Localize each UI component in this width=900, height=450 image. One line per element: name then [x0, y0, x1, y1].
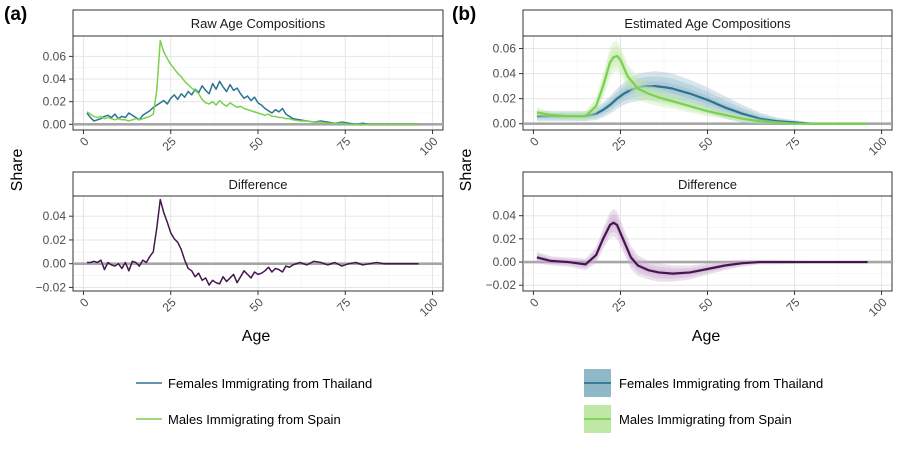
y-tick-label: 0.00 — [43, 257, 67, 271]
y-axis-title-a: Share — [9, 149, 26, 192]
legend-label-spain: Males Immigrating from Spain — [168, 412, 341, 427]
x-tick-label: 100 — [417, 295, 441, 319]
y-tick-label: 0.02 — [43, 233, 67, 247]
legend-left: Females Immigrating from Thailand Males … — [136, 376, 372, 427]
x-tick-label: 50 — [696, 134, 716, 154]
y-tick-label: 0.00 — [493, 117, 517, 131]
x-axis-title-b: Age — [692, 328, 721, 345]
series-line-thailand — [536, 85, 868, 125]
strip-title-a_top: Raw Age Compositions — [191, 16, 326, 31]
y-tick-label: 0.06 — [493, 42, 517, 56]
series-line-spain — [536, 54, 868, 125]
series-line-thailand — [86, 80, 419, 126]
series-line-difference — [536, 221, 868, 275]
legend-label-spain-estimated: Males Immigrating from Spain — [619, 412, 792, 427]
panel-a-top-chart: Raw Age Compositions 0.00 0.02 0.04 0.06 0 25 5… — [43, 9, 444, 158]
x-tick-label: 100 — [417, 134, 441, 158]
x-tick-label: 50 — [247, 134, 267, 154]
strip-title-a_bottom: Difference — [228, 177, 287, 192]
x-tick-label: 75 — [334, 295, 354, 315]
strip-b_top — [522, 9, 893, 37]
x-tick-label: 75 — [783, 134, 803, 154]
band-thailand-1 — [536, 76, 868, 125]
x-axis-title-a: Age — [242, 328, 271, 345]
strip-a_bottom — [72, 171, 444, 197]
x-tick-label: 0 — [527, 295, 542, 310]
legend-label-thailand: Females Immigrating from Thailand — [168, 376, 372, 391]
legend-right: Females Immigrating from Thailand Males … — [584, 369, 823, 433]
x-tick-label: 100 — [866, 295, 890, 319]
y-tick-label: 0.02 — [493, 232, 517, 246]
series-line-spain — [86, 39, 419, 126]
strip-a_top — [72, 9, 444, 37]
band-spain-0 — [536, 41, 868, 125]
y-tick-label: 0.06 — [43, 49, 67, 63]
x-tick-label: 25 — [609, 134, 629, 154]
x-tick-label: 0 — [77, 295, 92, 310]
y-axis-title-b: Share — [458, 149, 475, 192]
y-tick-label: 0.04 — [493, 209, 517, 223]
strip-title-b_bottom: Difference — [678, 177, 737, 192]
band-difference-0 — [536, 208, 868, 282]
x-tick-label: 75 — [783, 295, 803, 315]
x-tick-label: 25 — [609, 295, 629, 315]
x-tick-label: 75 — [334, 134, 354, 154]
y-tick-label: 0.04 — [43, 209, 67, 223]
y-tick-label: 0.04 — [43, 72, 67, 86]
y-tick-label: 0.00 — [43, 117, 67, 131]
x-tick-label: 50 — [696, 295, 716, 315]
x-tick-label: 25 — [160, 134, 180, 154]
panel-b-top-chart: Estimated Age Compositions 0.00 0.02 0.04 0.… — [493, 9, 893, 158]
y-tick-label: 0.02 — [43, 95, 67, 109]
panel-b-label: (b) — [452, 4, 476, 25]
x-tick-label: 0 — [77, 134, 92, 149]
panel-a-bottom-chart: Difference −0.02 0.00 0.02 0.04 0 25 50 75 100 — [36, 171, 444, 319]
strip-title-b_top: Estimated Age Compositions — [624, 16, 791, 31]
y-tick-label: 0.04 — [493, 67, 517, 81]
y-tick-label: 0.02 — [493, 92, 517, 106]
legend-label-thailand-estimated: Females Immigrating from Thailand — [619, 376, 823, 391]
series-line-difference — [86, 198, 419, 286]
y-tick-label: −0.02 — [486, 278, 517, 292]
x-tick-label: 100 — [866, 134, 890, 158]
band-spain-1 — [536, 46, 868, 125]
y-tick-label: −0.02 — [36, 280, 67, 294]
y-tick-label: 0.00 — [493, 255, 517, 269]
x-tick-label: 0 — [527, 134, 542, 149]
x-tick-label: 25 — [160, 295, 180, 315]
x-tick-label: 50 — [247, 295, 267, 315]
panel-b-bottom-chart: Difference −0.02 0.00 0.02 0.04 0 25 50 75 100 — [486, 171, 893, 319]
panel-a-label: (a) — [4, 4, 27, 25]
